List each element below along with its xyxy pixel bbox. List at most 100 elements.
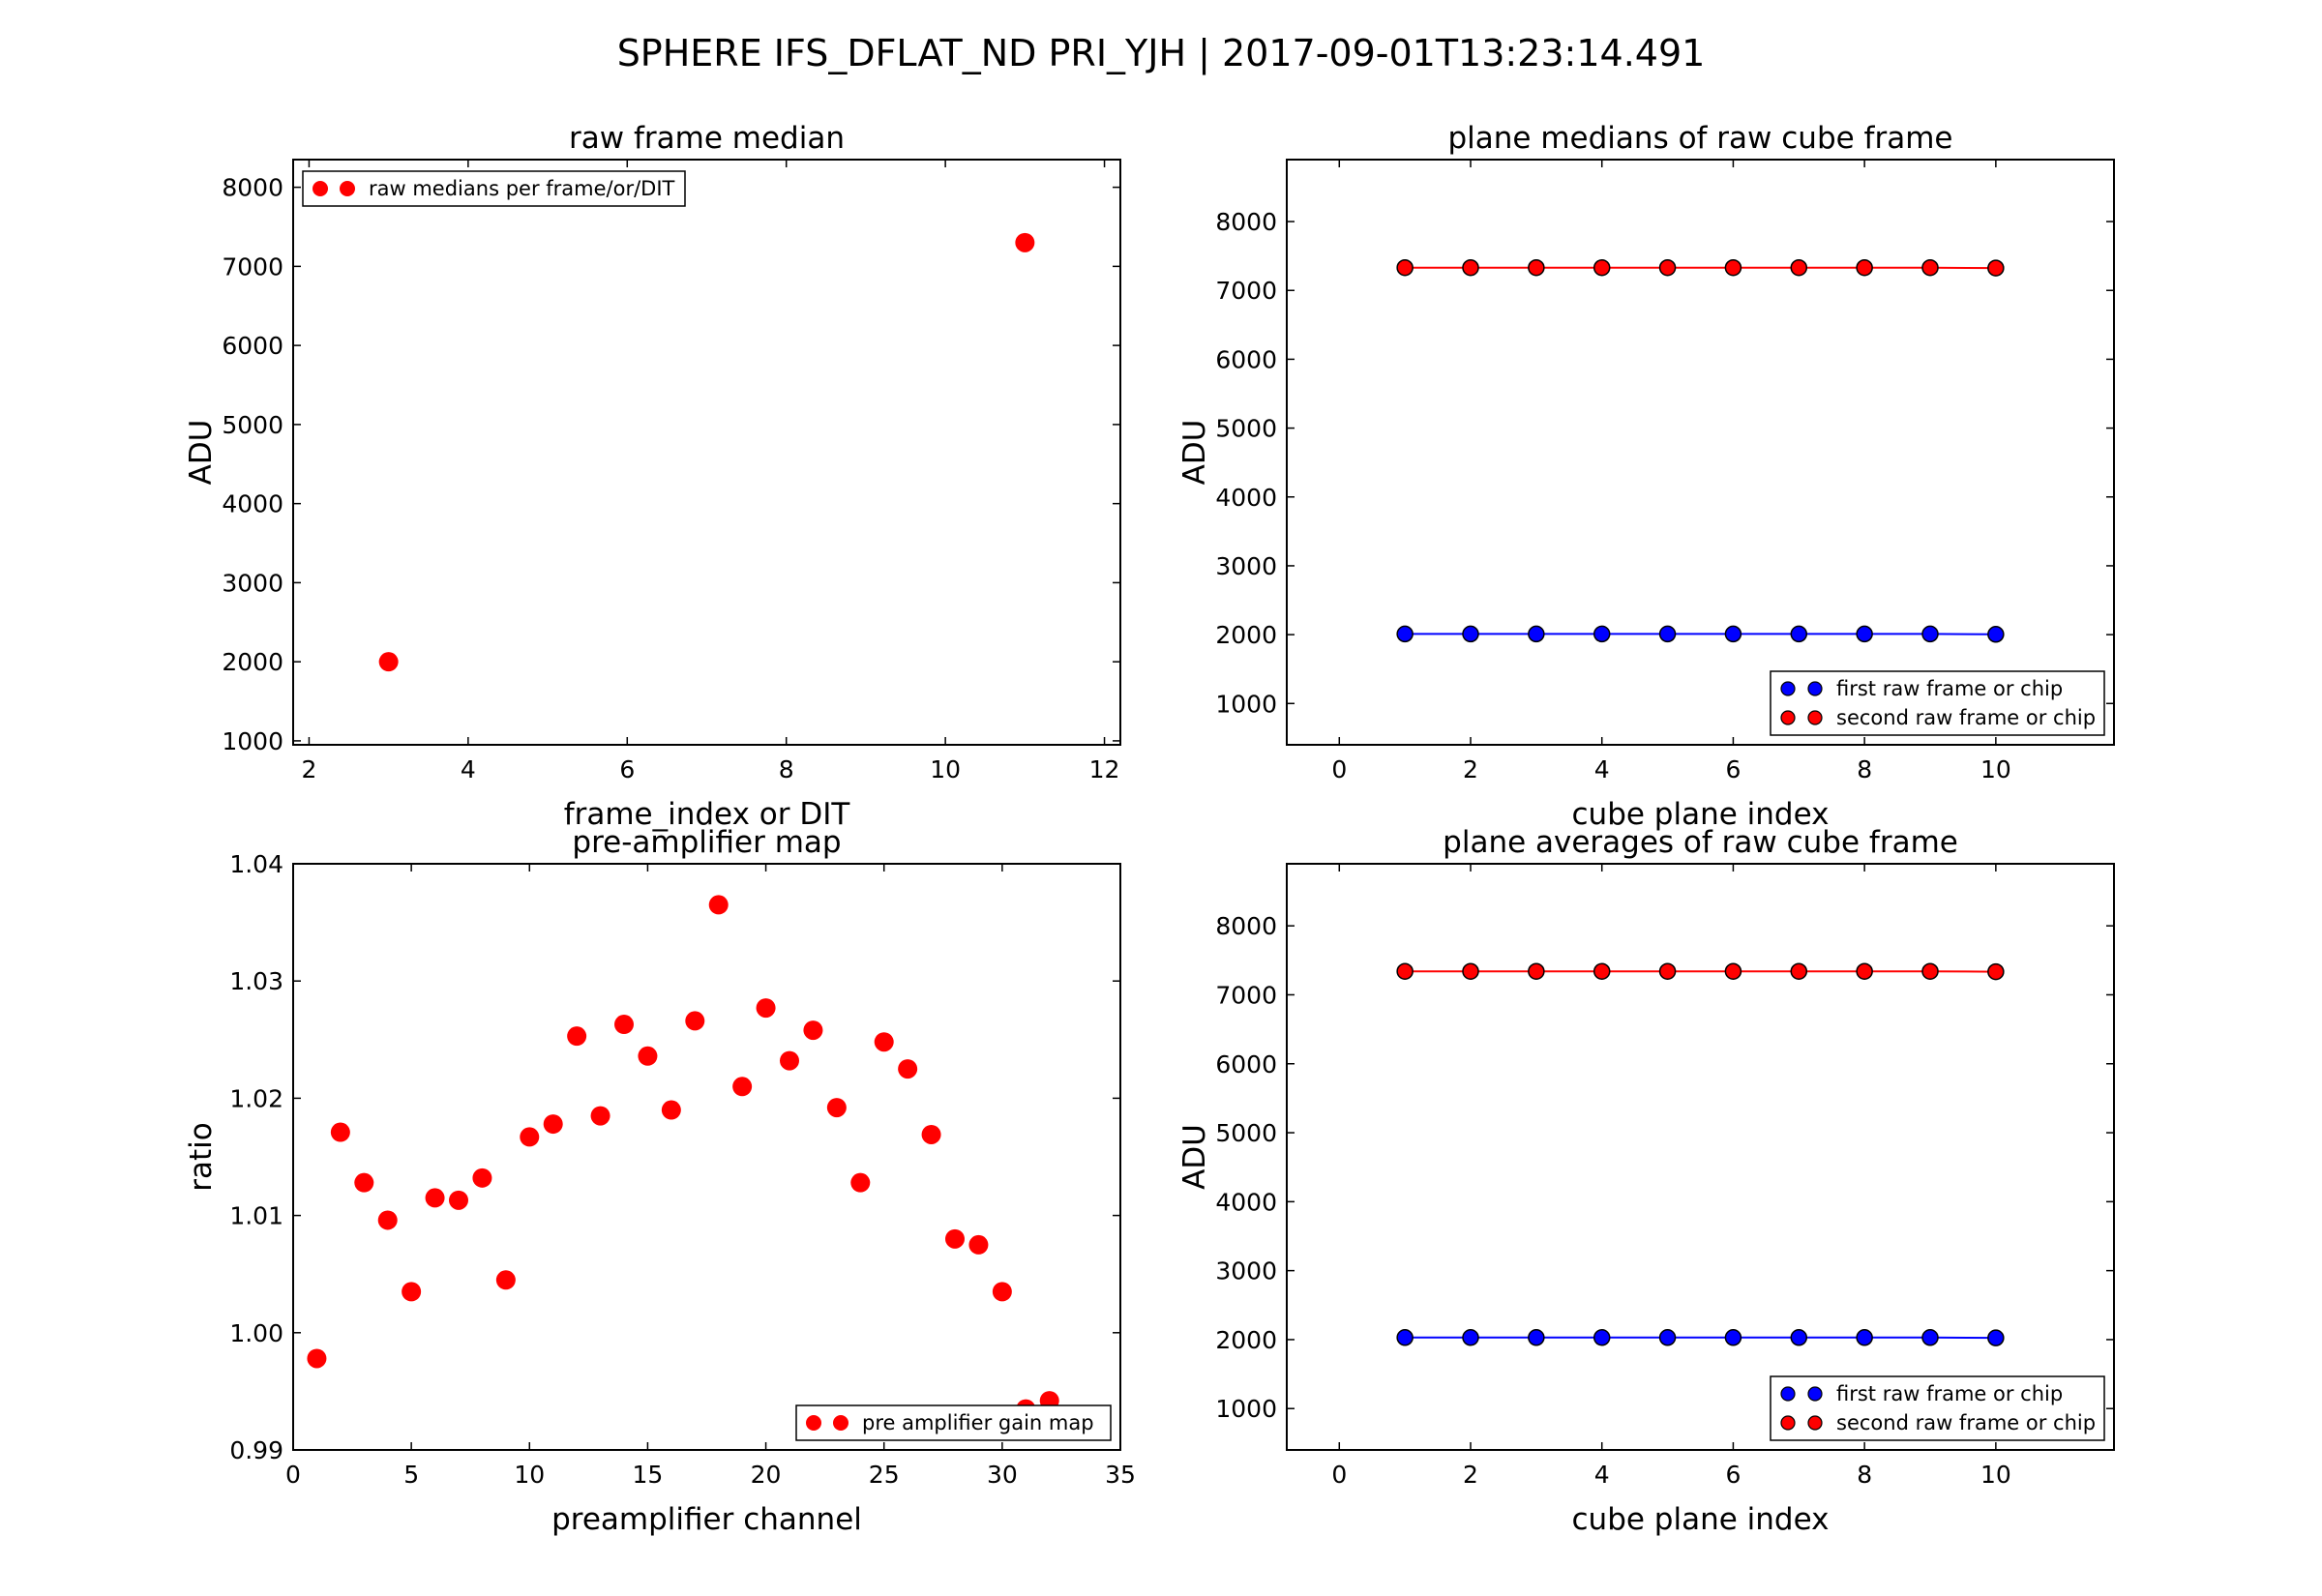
chart-plane-medians: plane medians of raw cube frame cube plan… [1177, 121, 2115, 832]
data-point [708, 895, 729, 915]
x-tick-label: 10 [930, 755, 961, 783]
data-point [567, 1026, 587, 1047]
y-tick-label: 2000 [1215, 621, 1277, 649]
y-axis-label: ADU [184, 420, 219, 486]
x-tick-label: 6 [619, 755, 635, 783]
x-tick-label: 8 [779, 755, 794, 783]
data-point [685, 1011, 705, 1031]
x-axis-label: preamplifier channel [551, 1502, 862, 1537]
legend-marker [1780, 1415, 1796, 1431]
data-point [1724, 258, 1742, 277]
legend: pre amplifier gain map [795, 1404, 1112, 1441]
legend: raw medians per frame/or/DIT [302, 170, 686, 207]
legend-marker [1780, 1386, 1796, 1402]
legend-marker [1780, 710, 1796, 725]
data-point [732, 1077, 753, 1097]
data-point [826, 1098, 847, 1118]
legend-box [1770, 670, 2105, 736]
chart-title: pre-amplifier map [572, 825, 841, 860]
y-tick-label: 1.01 [229, 1202, 283, 1230]
data-point [1015, 232, 1035, 252]
x-tick-label: 15 [633, 1461, 664, 1489]
y-tick-label: 5000 [1215, 1119, 1277, 1147]
data-point [1593, 962, 1611, 980]
chart-pre-amplifier-map: pre-amplifier map preamplifier channel rat… [184, 825, 1136, 1537]
y-tick-label: 1.03 [229, 967, 283, 995]
data-point [543, 1114, 563, 1135]
y-tick-label: 7000 [222, 252, 283, 281]
plot-frame [292, 159, 1121, 746]
series-0 [1396, 625, 2005, 643]
plot-frame [1286, 159, 2115, 746]
y-tick-label: 4000 [1215, 1188, 1277, 1216]
series-0 [1396, 1329, 2005, 1346]
y-tick-label: 8000 [222, 174, 283, 202]
chart-plane-averages: plane averages of raw cube frame cube pla… [1177, 825, 2115, 1537]
data-point [614, 1015, 634, 1035]
data-point [661, 1100, 681, 1120]
data-point [1528, 625, 1545, 643]
data-point [1987, 1329, 2005, 1346]
chart-title: plane averages of raw cube frame [1443, 825, 1958, 860]
data-point [780, 1050, 799, 1071]
data-point [968, 1234, 989, 1255]
x-tick-label: 8 [1857, 1461, 1872, 1489]
data-point [1987, 259, 2005, 277]
chart-panels: raw frame median frame_index or DIT ADU 2 4 6… [184, 121, 2115, 1537]
y-tick-label: 8000 [1215, 208, 1277, 236]
data-point [1856, 258, 1873, 277]
legend-label: first raw frame or chip [1836, 677, 2063, 700]
legend-label: second raw frame or chip [1836, 1411, 2096, 1434]
data-point [1593, 258, 1611, 277]
legend-box [795, 1404, 1112, 1441]
x-tick-label: 0 [1331, 755, 1347, 783]
data-point [1396, 962, 1414, 980]
y-tick-label: 1000 [222, 727, 283, 755]
data-point [756, 998, 776, 1019]
data-point [402, 1282, 422, 1302]
legend-marker [806, 1415, 821, 1431]
series-0 [378, 232, 1035, 672]
data-point [1921, 625, 1939, 643]
data-point [449, 1190, 468, 1210]
data-point [1528, 258, 1545, 277]
x-axis-label: frame_index or DIT [564, 797, 851, 832]
data-point [1462, 962, 1479, 980]
data-point [992, 1282, 1012, 1302]
chart-title: raw frame median [569, 121, 845, 156]
data-point [354, 1172, 374, 1193]
data-point [921, 1124, 941, 1144]
legend: first raw frame or chip second raw frame … [1770, 670, 2105, 736]
legend-marker [1807, 1415, 1823, 1431]
data-point [1658, 962, 1677, 980]
x-tick-label: 2 [1463, 1461, 1478, 1489]
y-tick-label: 6000 [1215, 345, 1277, 373]
data-point [1987, 962, 2005, 981]
x-tick-label: 8 [1857, 755, 1872, 783]
y-tick-label: 3000 [1215, 552, 1277, 580]
y-tick-label: 5000 [1215, 415, 1277, 443]
y-tick-label: 1.00 [229, 1319, 283, 1347]
x-axis-label: cube plane index [1572, 797, 1830, 832]
x-tick-label: 10 [1980, 1461, 2011, 1489]
data-point [945, 1228, 965, 1249]
y-tick-label: 1.02 [229, 1084, 283, 1112]
data-point [1921, 258, 1939, 277]
x-tick-label: 35 [1105, 1461, 1136, 1489]
data-point [1462, 258, 1479, 277]
x-tick-label: 5 [403, 1461, 419, 1489]
y-tick-label: 4000 [1215, 484, 1277, 512]
data-point [1921, 962, 1939, 980]
data-point [898, 1059, 918, 1079]
data-point [1790, 962, 1808, 980]
data-point [1724, 625, 1742, 643]
y-axis-label: ADU [1177, 420, 1212, 486]
x-tick-label: 10 [514, 1461, 545, 1489]
data-point [1921, 1329, 1939, 1346]
data-point [1790, 1329, 1808, 1346]
legend-marker [1807, 710, 1823, 725]
y-tick-label: 8000 [1215, 912, 1277, 940]
legend: first raw frame or chip second raw frame … [1770, 1375, 2105, 1441]
legend-marker [313, 181, 328, 196]
